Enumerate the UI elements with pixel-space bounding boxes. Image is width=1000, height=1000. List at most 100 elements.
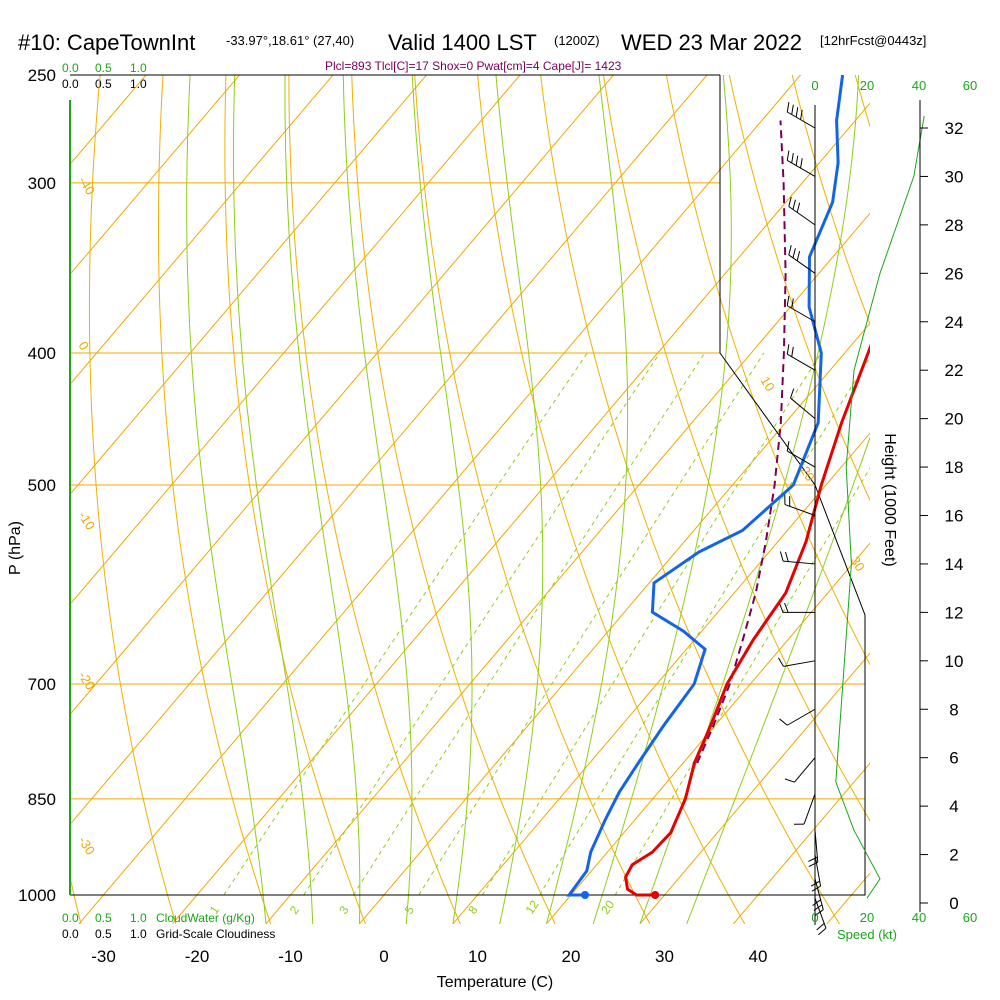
wind-barb-flag [795,155,799,166]
wind-barb-flag [785,551,789,562]
speed-top-40: 40 [912,78,926,93]
height-tick-0: 0 [949,894,958,913]
wind-barb-flag [786,441,790,452]
height-tick-14: 14 [945,555,964,574]
mixing-ratio-line [481,352,822,896]
isotherm-line [70,75,708,826]
wind-barb-flag [796,202,801,213]
mixing-ratio-line [223,352,588,896]
dry-adiabat-line [854,75,870,129]
pressure-tick-500: 500 [28,476,56,495]
isotherm-line [78,75,802,925]
plot-boundary [70,75,866,896]
wind-barb-flag [800,109,803,120]
wind-barb-flag [786,150,790,161]
isotherm-label: 30 [847,554,867,574]
height-tick-6: 6 [949,749,958,768]
temp-tick-40: 40 [749,947,768,966]
speed-bottom-60: 60 [963,910,977,925]
height-tick-24: 24 [945,313,964,332]
wind-barb-flag [778,602,784,613]
wind-barb-flag [792,248,796,259]
temp-tick--10: -10 [278,947,303,966]
cloud-scale-top: 0.0 0.5 1.0 0.0 0.5 1.0 [62,61,147,91]
height-tick-16: 16 [945,507,964,526]
wind-barb-flag [788,245,792,256]
wind-barb-flag [808,856,818,862]
cloud-scale-bottom-black-2: 1.0 [130,927,147,941]
isotherm-line [359,322,870,925]
isotherm-line [826,872,870,925]
wind-barb-flag [779,718,788,726]
wind-barb-shaft [794,757,816,783]
height-tick-20: 20 [945,410,964,429]
dry-adiabat-line [414,75,651,925]
isotherm-line [172,102,870,925]
wind-barb-shaft [787,353,816,371]
surface-dewpoint-dot [581,891,590,899]
speed-top-0: 0 [811,78,818,93]
dry-adiabat-line [288,75,461,925]
cloud-scale-bottom-black-1: 0.5 [95,927,112,941]
isotherm-line [70,75,428,496]
dry-adiabat-line [973,51,1000,924]
wind-barb-flag [796,251,801,261]
isotherm-label: 20 [797,464,817,484]
wind-barb-flag [788,196,792,207]
sounding-profiles [566,75,870,899]
moist-adiabat-lines [186,75,870,925]
speed-axis: 0 20 40 60 0 20 40 60 Speed (kt) [811,78,977,942]
moist-adiabat-line [639,75,860,925]
wind-barb-flag [816,923,825,931]
moist-adiabat-line [592,75,732,925]
wind-barb-flag [777,657,784,667]
cloud-scale-bottom-black-0: 0.0 [62,927,79,941]
wind-barb-flag [786,295,790,306]
isotherm-line [639,652,870,925]
moist-adiabat-line [233,75,314,924]
wind-barb-shaft [788,206,816,226]
sounding-params: Plcl=893 Tlcl[C]=17 Shox=0 Pwat[cm]=4 Ca… [325,59,622,73]
isotherm-line [70,75,521,606]
cloud-scale-bottom-green-2: 1.0 [130,911,147,925]
wind-barb-shaft [783,660,816,667]
wind-barb-flag [784,602,789,613]
isotherm-line [265,212,870,925]
isotherm-line [733,762,870,925]
mixing-ratio-lines [223,352,870,896]
wind-barb-flag [792,199,796,210]
valid-time: Valid 1400 LST [388,30,537,55]
dry-adiabat-line [602,75,870,822]
speed-top-60: 60 [963,78,977,93]
station-title: #10: CapeTownInt [18,30,195,55]
pressure-axis: 250 300 400 500 700 850 1000 [18,66,56,905]
height-tick-10: 10 [945,652,964,671]
moist-adiabat-line [186,75,267,924]
temperature-axis: -30 -20 -10 0 10 20 30 40 [91,947,767,966]
wind-barb-flag [779,551,784,562]
height-axis-label: Height (1000 Feet) [881,433,898,566]
wind-barb-flag [808,861,819,868]
cloud-scale-bottom: 0.0 0.5 1.0 CloudWater (g/Kg) 0.0 0.5 1.… [62,911,275,941]
moist-adiabat-line [686,436,870,925]
speed-bottom-0: 0 [811,910,818,925]
wind-panel [777,102,925,936]
wind-barb-flag [791,346,794,357]
temp-tick-10: 10 [468,947,487,966]
dry-adiabat-line [158,75,272,925]
cloud-scale-top-green-0: 0.0 [62,61,79,75]
dry-adiabat-line [224,75,366,925]
pressure-tick-400: 400 [28,344,56,363]
moist-adiabat-line [342,75,413,924]
forecast-info: [12hrFcst@0443z] [820,33,926,48]
wind-barb-flag [791,153,794,164]
pressure-tick-700: 700 [28,675,56,694]
temp-tick-0: 0 [379,947,388,966]
wind-barb-flag [786,344,790,355]
isotherm-line [452,432,870,925]
wind-barb-shaft [790,397,816,420]
dewpoint-trace [566,75,845,897]
pressure-tick-300: 300 [28,174,56,193]
wind-barb-flag [790,388,795,399]
